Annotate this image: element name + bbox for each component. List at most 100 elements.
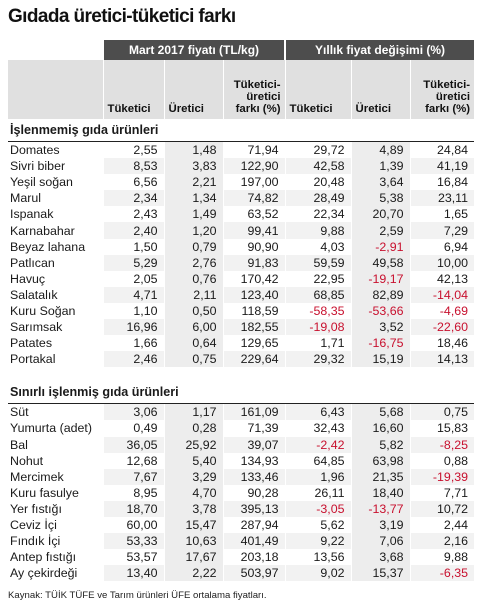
cell-producer-price: 3,83 xyxy=(163,158,223,175)
cell-price-diff: 118,59 xyxy=(222,302,286,320)
section-title: İşlenmemiş gıda ürünleri xyxy=(8,119,475,140)
cell-consumer-change: 22,34 xyxy=(284,206,352,223)
cell-price-diff: 401,49 xyxy=(222,533,286,550)
cell-diff-change: 6,94 xyxy=(409,238,475,255)
cell-price-diff: 161,09 xyxy=(222,403,286,421)
cell-producer-price: 1,48 xyxy=(163,141,223,159)
table-row: Salatalık 4,71 2,11 123,40 68,85 82,89 -14,04 xyxy=(8,286,475,303)
cell-consumer-change: 1,96 xyxy=(284,468,352,485)
cell-producer-change: 2,59 xyxy=(350,222,411,239)
cell-consumer-change: 29,72 xyxy=(284,141,352,159)
cell-consumer-change: 20,48 xyxy=(284,174,352,191)
cell-producer-change: 7,06 xyxy=(350,533,411,550)
product-name: Yer fıstığı xyxy=(10,501,62,516)
cell-producer-change: 15,19 xyxy=(350,351,411,368)
cell-producer-change: 20,70 xyxy=(350,206,411,223)
cell-producer-price: 1,17 xyxy=(163,403,223,421)
cell-consumer-price: 2,40 xyxy=(102,222,164,239)
table-row: Portakal 2,46 0,75 229,64 29,32 15,19 14,13 xyxy=(8,351,475,368)
table-row: Ispanak 2,43 1,49 63,52 22,34 20,70 1,65 xyxy=(8,206,475,223)
table-row: Antep fıstığı 53,57 17,67 203,18 13,56 3,68 9,… xyxy=(8,549,475,566)
cell-producer-price: 3,29 xyxy=(163,468,223,485)
table-row: Yer fıstığı 18,70 3,78 395,13 -3,05 -13,77 10,… xyxy=(8,500,475,517)
cell-price-diff: 197,00 xyxy=(222,174,286,191)
table-row: Beyaz lahana 1,50 0,79 90,90 4,03 -2,91 6,94 xyxy=(8,238,475,255)
cell-price-diff: 122,90 xyxy=(222,158,286,175)
cell-price-diff: 182,55 xyxy=(222,319,286,336)
cell-price-diff: 74,82 xyxy=(222,190,286,207)
product-name: Bal xyxy=(10,437,28,452)
cell-consumer-change: 59,59 xyxy=(284,254,352,271)
cell-diff-change: 15,83 xyxy=(409,420,475,437)
cell-consumer-price: 12,68 xyxy=(102,452,164,469)
product-name: Ceviz İçi xyxy=(10,518,57,533)
product-name: Nohut xyxy=(10,453,44,468)
cell-consumer-change: 68,85 xyxy=(284,286,352,303)
cell-producer-change: -53,66 xyxy=(350,302,411,320)
cell-diff-change: 14,13 xyxy=(409,351,475,368)
cell-producer-change: 21,35 xyxy=(350,468,411,485)
cell-price-diff: 63,52 xyxy=(222,206,286,223)
cell-producer-change: 3,68 xyxy=(350,549,411,566)
table-row: Ay çekirdeği 13,40 2,22 503,97 9,02 15,37 -6,3… xyxy=(8,565,475,582)
cell-producer-change: 5,68 xyxy=(350,403,411,421)
cell-diff-change: 7,71 xyxy=(409,484,475,501)
cell-price-diff: 99,41 xyxy=(222,222,286,239)
cell-producer-price: 2,22 xyxy=(163,565,223,582)
col-header-diff-change: Tüketici-üretici farkı (%) xyxy=(409,60,475,119)
cell-producer-price: 10,63 xyxy=(163,533,223,550)
cell-consumer-price: 2,05 xyxy=(102,270,164,287)
table-row: Yumurta (adet) 0,49 0,28 71,39 32,43 16,60 15,… xyxy=(8,420,475,437)
product-name: Portakal xyxy=(10,352,56,367)
cell-producer-change: -2,91 xyxy=(350,238,411,255)
cell-diff-change: 2,16 xyxy=(409,533,475,550)
col-header-consumer-price: Tüketici xyxy=(102,60,164,119)
product-name: Karnabahar xyxy=(10,223,75,238)
cell-consumer-price: 18,70 xyxy=(102,500,164,517)
col-header-producer-price: Üretici xyxy=(163,60,223,119)
cell-consumer-price: 1,10 xyxy=(102,302,164,320)
cell-consumer-price: 8,95 xyxy=(102,484,164,501)
section-gap xyxy=(8,367,475,382)
group-header-change: Yıllık fiyat değişimi (%) xyxy=(284,40,475,60)
col-header-producer-change: Üretici xyxy=(350,60,411,119)
cell-diff-change: 23,11 xyxy=(409,190,475,207)
cell-price-diff: 39,07 xyxy=(222,436,286,453)
cell-diff-change: 7,29 xyxy=(409,222,475,239)
cell-consumer-price: 2,55 xyxy=(102,141,164,159)
cell-producer-price: 15,47 xyxy=(163,516,223,534)
table-row: Karnabahar 2,40 1,20 99,41 9,88 2,59 7,29 xyxy=(8,222,475,239)
cell-consumer-change: 13,56 xyxy=(284,549,352,566)
cell-producer-change: 82,89 xyxy=(350,286,411,303)
cell-diff-change: 10,00 xyxy=(409,254,475,271)
cell-consumer-price: 16,96 xyxy=(102,319,164,336)
cell-consumer-change: -58,35 xyxy=(284,302,352,320)
cell-consumer-change: 64,85 xyxy=(284,452,352,469)
cell-price-diff: 287,94 xyxy=(222,516,286,534)
product-name: Sarımsak xyxy=(10,320,63,335)
cell-producer-price: 1,20 xyxy=(163,222,223,239)
cell-consumer-change: 6,43 xyxy=(284,403,352,421)
cell-producer-change: 5,38 xyxy=(350,190,411,207)
cell-producer-price: 1,34 xyxy=(163,190,223,207)
cell-consumer-change: 29,32 xyxy=(284,351,352,368)
cell-consumer-price: 36,05 xyxy=(102,436,164,453)
cell-consumer-price: 8,53 xyxy=(102,158,164,175)
cell-price-diff: 90,28 xyxy=(222,484,286,501)
table-row: Nohut 12,68 5,40 134,93 64,85 63,98 0,88 xyxy=(8,452,475,469)
cell-producer-change: 5,82 xyxy=(350,436,411,453)
product-name: Yeşil soğan xyxy=(10,175,73,190)
cell-producer-price: 0,75 xyxy=(163,351,223,368)
cell-consumer-change: 28,49 xyxy=(284,190,352,207)
cell-diff-change: 1,65 xyxy=(409,206,475,223)
cell-producer-price: 25,92 xyxy=(163,436,223,453)
cell-producer-price: 2,76 xyxy=(163,254,223,271)
cell-producer-price: 0,79 xyxy=(163,238,223,255)
cell-consumer-price: 6,56 xyxy=(102,174,164,191)
cell-diff-change: -4,69 xyxy=(409,302,475,320)
product-name: Süt xyxy=(10,405,29,420)
cell-producer-price: 0,76 xyxy=(163,270,223,287)
cell-producer-price: 1,49 xyxy=(163,206,223,223)
cell-price-diff: 91,83 xyxy=(222,254,286,271)
